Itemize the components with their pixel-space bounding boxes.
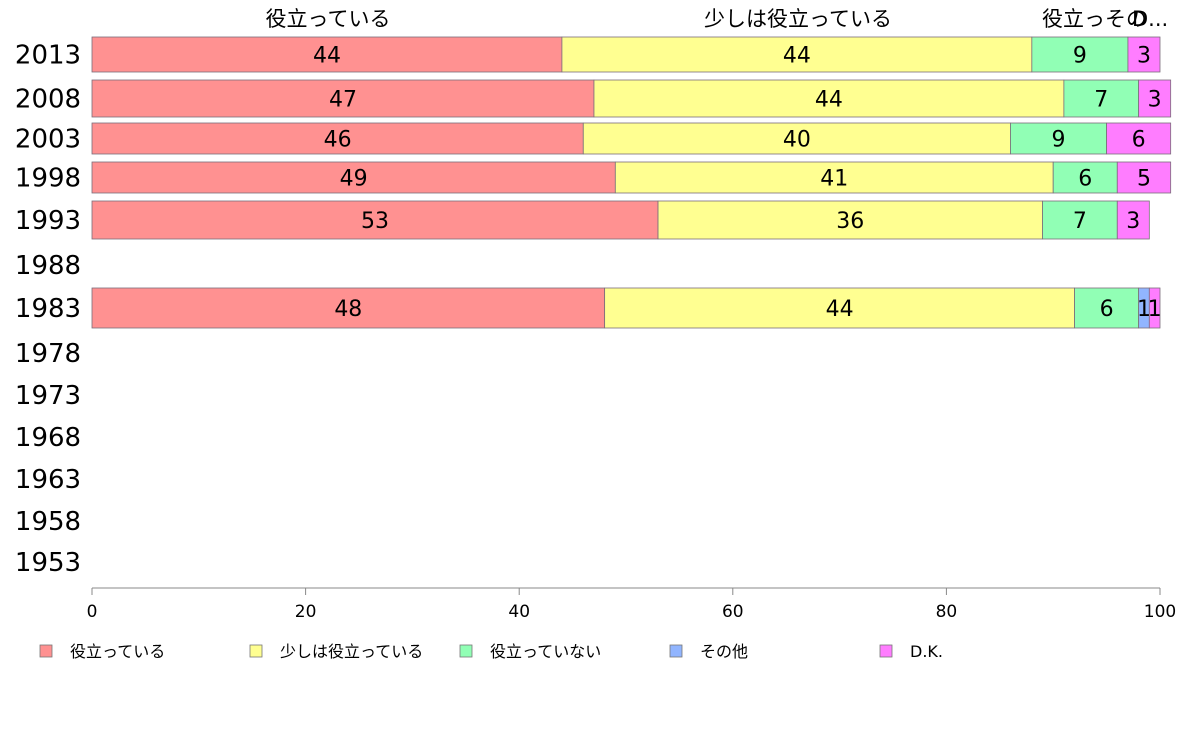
bar-label-1998-series-1: 41 [820, 167, 848, 192]
x-tick-label-80: 80 [936, 602, 958, 622]
x-tick-label-60: 60 [722, 602, 744, 622]
bar-1983-series-4 [1148, 287, 1161, 329]
legend-swatch-4 [879, 644, 893, 658]
category-label-1973: 1973 [15, 381, 81, 411]
bar-label-1983-series-1: 44 [826, 297, 854, 322]
category-label-1968: 1968 [15, 423, 81, 453]
bar-label-2003-series-1: 40 [783, 128, 811, 153]
legend-label-2: 役立っていない [490, 642, 601, 661]
category-label-1993: 1993 [15, 206, 81, 236]
bar-label-2013-series-1: 44 [783, 44, 811, 69]
x-tick-label-0: 0 [87, 602, 98, 622]
bar-1998-series-0 [91, 161, 616, 194]
bar-2008-series-4 [1138, 79, 1172, 118]
category-label-1953: 1953 [15, 548, 81, 578]
bar-label-1993-series-2: 7 [1073, 209, 1087, 234]
bar-label-2008-series-4: 3 [1148, 88, 1162, 113]
legend-swatch-0 [39, 644, 53, 658]
category-label-1958: 1958 [15, 507, 81, 537]
top-label-2: 役立っそ [1042, 7, 1126, 31]
x-tick-label-100: 100 [1144, 602, 1176, 622]
category-label-1978: 1978 [15, 339, 81, 369]
category-label-1983: 1983 [15, 294, 81, 324]
category-label-1998: 1998 [15, 164, 81, 194]
bar-2008-series-2 [1063, 79, 1140, 118]
bar-label-1998-series-2: 6 [1078, 167, 1092, 192]
bar-label-1983-series-3: 1 [1137, 297, 1151, 322]
legend-swatch-3 [669, 644, 683, 658]
bar-2013-series-4 [1127, 36, 1161, 73]
legend-label-0: 役立っている [70, 642, 165, 661]
category-label-1963: 1963 [15, 465, 81, 495]
x-tick-label-20: 20 [295, 602, 317, 622]
bar-label-1998-series-4: 5 [1137, 167, 1151, 192]
top-label-1: 少しは役立っている [704, 7, 892, 31]
bar-label-2003-series-2: 9 [1052, 128, 1066, 153]
bar-label-1993-series-0: 53 [361, 209, 389, 234]
bar-1983-series-0 [91, 287, 606, 329]
legend-label-4: D.K. [910, 642, 943, 661]
category-label-2013: 2013 [15, 41, 81, 71]
bar-2013-series-0 [91, 36, 563, 73]
bar-1983-series-1 [604, 287, 1075, 329]
bar-2008-series-0 [91, 79, 595, 118]
bar-1993-series-2 [1042, 200, 1118, 240]
bar-2003-series-0 [91, 122, 584, 155]
bar-label-1983-series-2: 6 [1100, 297, 1114, 322]
bar-label-2008-series-1: 44 [815, 88, 843, 113]
bar-1993-series-4 [1116, 200, 1150, 240]
bar-label-2013-series-0: 44 [313, 44, 341, 69]
bar-label-2003-series-4: 6 [1132, 128, 1146, 153]
bar-label-1993-series-1: 36 [836, 209, 864, 234]
bar-1993-series-0 [91, 200, 659, 240]
bar-label-2003-series-0: 46 [324, 128, 352, 153]
bar-label-2008-series-0: 47 [329, 88, 357, 113]
bar-label-1983-series-4: 1 [1148, 297, 1162, 322]
top-label-3: の [1126, 7, 1147, 31]
top-label-4: D... [1132, 7, 1168, 31]
bar-label-1983-series-0: 48 [334, 297, 362, 322]
bar-1993-series-1 [657, 200, 1043, 240]
legend-swatch-1 [249, 644, 263, 658]
bar-2008-series-1 [593, 79, 1065, 118]
legend-label-3: その他 [700, 642, 748, 661]
bar-label-2013-series-2: 9 [1073, 44, 1087, 69]
bar-2013-series-2 [1031, 36, 1129, 73]
bar-2003-series-4 [1106, 122, 1172, 155]
x-tick-label-40: 40 [508, 602, 530, 622]
category-label-2008: 2008 [15, 85, 81, 115]
category-label-2003: 2003 [15, 125, 81, 155]
bar-label-2008-series-2: 7 [1094, 88, 1108, 113]
bar-2013-series-1 [561, 36, 1033, 73]
bar-2003-series-1 [582, 122, 1011, 155]
top-label-0: 役立っている [266, 7, 391, 31]
bar-1983-series-2 [1074, 287, 1140, 329]
bar-label-1998-series-0: 49 [340, 167, 368, 192]
legend-swatch-2 [459, 644, 473, 658]
bar-1998-series-4 [1116, 161, 1172, 194]
category-label-1988: 1988 [15, 251, 81, 281]
bar-1998-series-1 [614, 161, 1054, 194]
bar-label-2013-series-4: 3 [1137, 44, 1151, 69]
bar-label-1993-series-4: 3 [1126, 209, 1140, 234]
legend-label-1: 少しは役立っている [280, 642, 423, 661]
